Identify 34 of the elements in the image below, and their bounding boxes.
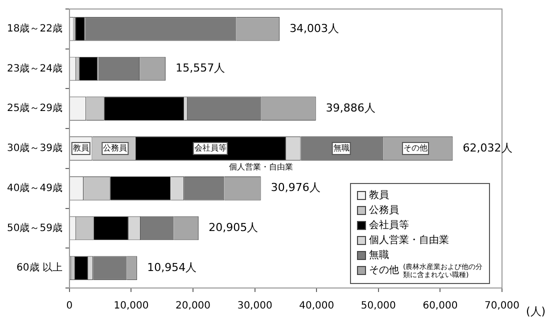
x-tick-label: 0 (66, 300, 73, 312)
total-label: 30,976人 (270, 181, 320, 194)
y-tick-label: 30歳～39歳 (6, 142, 62, 154)
annotation: 個人営業・自由業 (229, 162, 294, 172)
total-label: 20,905人 (208, 221, 258, 234)
annotation: 教員 (72, 144, 89, 153)
total-label: 15,557人 (176, 62, 226, 75)
x-axis-title: (人) (526, 304, 546, 318)
y-tick-label: 50歳～59歳 (6, 222, 62, 234)
x-tick-label: 20,000 (176, 300, 211, 312)
y-tick-label: 60歳 以上 (16, 262, 62, 274)
total-label: 34,003人 (290, 22, 340, 35)
y-tick-label: 18歳～22歳 (6, 22, 62, 35)
annotation: 会社員等 (194, 144, 226, 153)
x-tick-label: 70,000 (484, 300, 520, 312)
x-tick-label: 40,000 (299, 300, 334, 312)
total-label: 10,954人 (147, 260, 197, 274)
annotation: 無職 (333, 144, 350, 153)
x-tick-label: 50,000 (360, 300, 396, 312)
x-tick-label: 30,000 (237, 300, 272, 312)
total-label: 62,032人 (462, 141, 512, 154)
legend-label: 会社員等 (369, 218, 409, 233)
y-tick-label: 23歳～24歳 (6, 62, 62, 74)
annotation: 公務員 (103, 144, 128, 153)
x-tick-label: 10,000 (114, 300, 149, 312)
legend-label: 教員 (369, 189, 389, 203)
legend-label: 個人営業・自由業 (369, 234, 449, 248)
y-tick-label: 40歳～49歳 (6, 182, 62, 194)
legend-label: 公務員 (369, 204, 399, 218)
y-tick-label: 25歳～29歳 (6, 102, 62, 114)
legend-label: 無職 (369, 248, 389, 263)
annotation: その他 (403, 144, 428, 153)
total-label: 39,886人 (326, 102, 376, 114)
x-tick-label: 60,000 (422, 300, 458, 312)
